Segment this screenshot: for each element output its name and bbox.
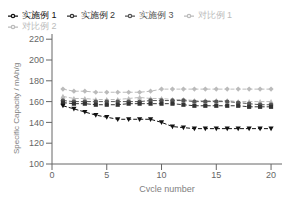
svg-text:Specific Capacity / mAh/g: Specific Capacity / mAh/g xyxy=(12,63,21,154)
svg-text:0: 0 xyxy=(49,170,54,180)
html-text:对比例 1: 对比例 1 xyxy=(197,10,233,20)
svg-text:5: 5 xyxy=(104,170,109,180)
html-text:对比例 2: 对比例 2 xyxy=(22,21,57,31)
svg-text:20: 20 xyxy=(266,170,276,180)
svg-text:220: 220 xyxy=(29,34,44,44)
svg-text:15: 15 xyxy=(211,170,221,180)
svg-text:100: 100 xyxy=(29,159,44,169)
html-text:实施例 3: 实施例 3 xyxy=(139,10,174,20)
svg-text:120: 120 xyxy=(29,138,44,148)
svg-text:10: 10 xyxy=(157,170,167,180)
html-text:实施例 2: 实施例 2 xyxy=(80,10,115,20)
svg-text:Cycle number: Cycle number xyxy=(139,184,195,192)
svg-text:140: 140 xyxy=(29,118,44,128)
html-text:实施例 1: 实施例 1 xyxy=(22,10,57,20)
svg-text:180: 180 xyxy=(29,76,44,86)
svg-text:160: 160 xyxy=(29,97,44,107)
svg-text:200: 200 xyxy=(29,55,44,65)
